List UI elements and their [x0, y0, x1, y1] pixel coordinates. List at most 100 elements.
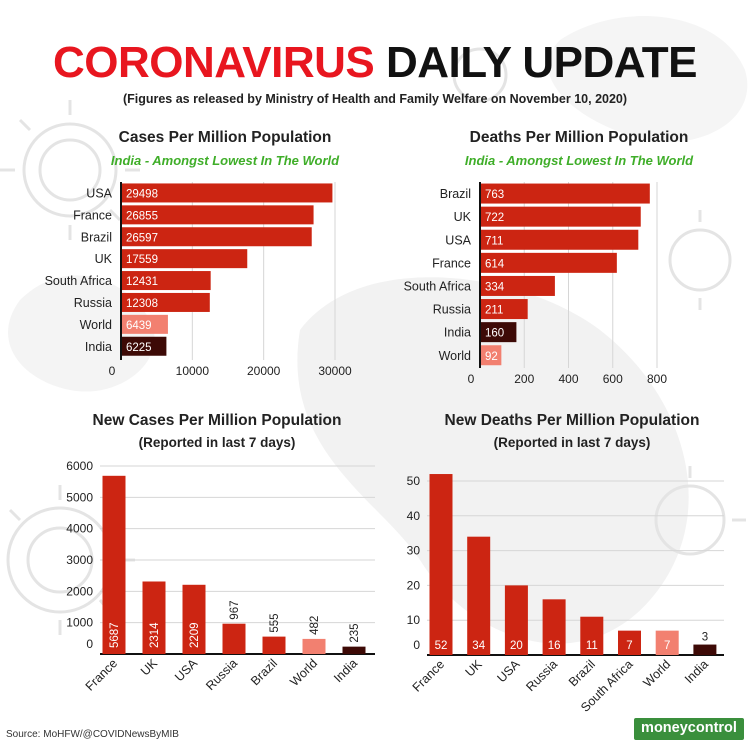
data-label: 160 [485, 328, 504, 340]
bar [302, 638, 326, 654]
new-cases-chart-title: New Cases Per Million Population [92, 412, 342, 429]
deaths-chart-title: Deaths Per Million Population [469, 129, 689, 146]
x-tick-label: 800 [647, 372, 667, 386]
bar [102, 475, 126, 654]
bar [481, 183, 650, 204]
category-label: USA [445, 233, 471, 247]
data-label: 334 [485, 281, 505, 293]
new-cases-chart-subtitle: (Reported in last 7 days) [138, 435, 296, 450]
y-tick-label: 20 [407, 578, 421, 592]
bar [481, 206, 641, 227]
data-label: 211 [485, 305, 503, 317]
data-label: 11 [586, 640, 598, 652]
data-label: 711 [485, 235, 503, 247]
category-label: Brazil [440, 187, 471, 201]
bar [122, 249, 248, 269]
data-label: 92 [485, 351, 498, 363]
page-subtitle: (Figures as released by Ministry of Heal… [122, 92, 628, 106]
bar [504, 585, 528, 655]
page-title-black: DAILY UPDATE [385, 38, 698, 87]
data-label: 722 [485, 212, 504, 224]
x-tick-label: 0 [109, 364, 116, 378]
x-tick-label: 20000 [247, 364, 281, 378]
bar [481, 299, 528, 320]
bar [693, 644, 717, 655]
bar [481, 229, 639, 250]
category-label: India [85, 340, 112, 354]
data-label: 7 [664, 640, 670, 652]
logo-text-control: control [687, 720, 737, 736]
bar [481, 345, 502, 366]
category-label: France [432, 256, 471, 270]
category-label: Brazil [81, 230, 112, 244]
logo-text-money: money [641, 720, 688, 736]
deaths-chart-subtitle: India - Amongst Lowest In The World [464, 153, 694, 168]
bar [580, 616, 604, 655]
data-label: 2209 [189, 622, 201, 648]
category-label: UK [95, 252, 113, 266]
source-note: Source: MoHFW/@COVIDNewsByMIB [6, 729, 179, 740]
category-label: India [682, 657, 711, 686]
data-label: 7 [626, 640, 632, 652]
y-tick-label: 3000 [66, 553, 93, 567]
page-title: CORONAVIRUS DAILY UPDATE [0, 38, 750, 88]
data-label: 967 [229, 601, 241, 620]
y-tick-label: 40 [407, 509, 421, 523]
data-label: 482 [309, 616, 321, 635]
data-label: 26597 [126, 232, 158, 244]
data-label: 17559 [126, 254, 158, 266]
x-tick-label: 10000 [176, 364, 210, 378]
y-tick-label: 5000 [66, 490, 93, 504]
data-label: 235 [349, 623, 361, 642]
bar [122, 271, 211, 291]
category-label: Russia [74, 296, 112, 310]
data-label: 12431 [126, 276, 158, 288]
bar [122, 227, 312, 247]
data-label: 2314 [149, 622, 161, 648]
bar [122, 292, 210, 312]
bar [122, 205, 314, 225]
new-deaths-chart-title: New Deaths Per Million Population [444, 412, 700, 429]
x-tick-label: 200 [514, 372, 534, 386]
y-tick-label: 6000 [66, 459, 93, 473]
category-label: Russia [523, 657, 560, 694]
data-label: 29498 [126, 188, 158, 200]
data-label: 6225 [126, 342, 152, 354]
data-label: 6439 [126, 320, 152, 332]
y-tick-label: 1000 [66, 616, 93, 630]
category-label: World [439, 349, 471, 363]
bar [222, 623, 246, 654]
bar [542, 599, 566, 655]
data-label: 555 [269, 613, 281, 632]
data-label: 3 [702, 632, 708, 644]
y-tick-label: 2000 [66, 584, 93, 598]
bar [142, 581, 166, 654]
data-label: 52 [435, 640, 448, 652]
bar [182, 584, 206, 654]
data-label: 12308 [126, 298, 158, 310]
bar [481, 322, 517, 343]
category-label: USA [494, 657, 523, 686]
category-label: South Africa [45, 274, 112, 288]
new-deaths-chart-subtitle: (Reported in last 7 days) [493, 435, 651, 450]
category-label: South Africa [404, 279, 471, 293]
data-label: 614 [485, 258, 505, 270]
bar [655, 630, 679, 655]
category-label: UK [463, 657, 486, 680]
data-label: 34 [472, 640, 485, 652]
x-tick-label: 0 [468, 372, 475, 386]
y-tick-label: 50 [407, 474, 421, 488]
y-tick-label: 4000 [66, 522, 93, 536]
bar [122, 183, 333, 203]
data-label: 16 [548, 640, 561, 652]
bar [122, 314, 168, 334]
y-tick-label: 0 [86, 637, 93, 651]
x-tick-label: 400 [558, 372, 578, 386]
cases-chart-title: Cases Per Million Population [118, 129, 332, 146]
category-label: World [80, 318, 112, 332]
